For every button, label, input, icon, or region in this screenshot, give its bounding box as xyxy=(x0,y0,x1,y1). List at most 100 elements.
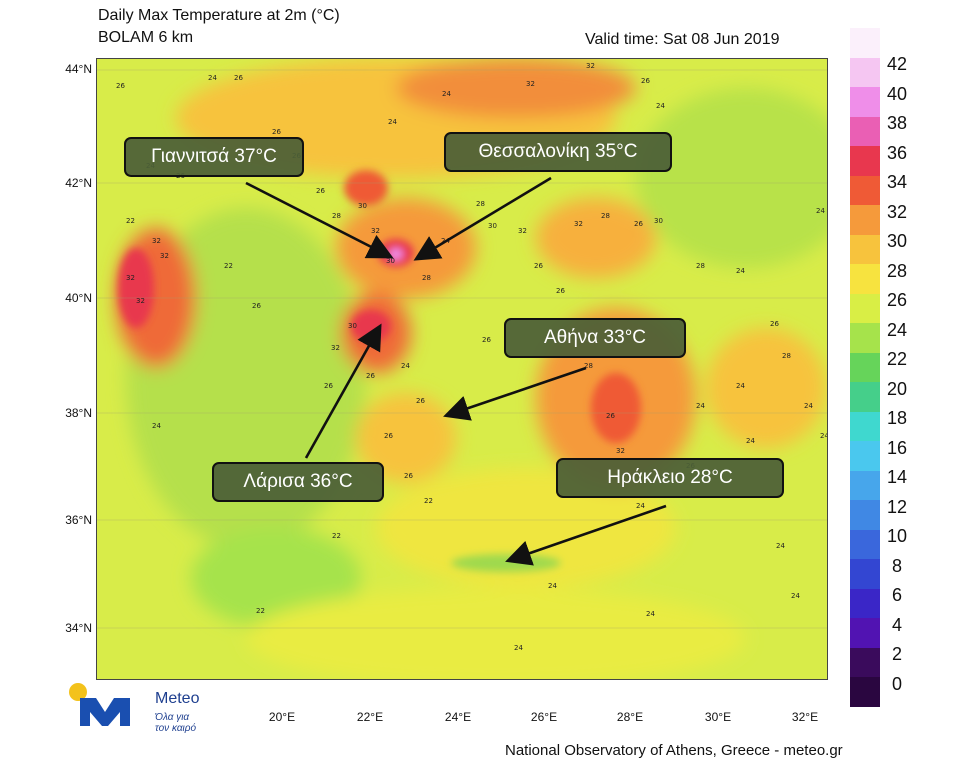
grid-value-label: 22 xyxy=(332,532,341,540)
aegean-south xyxy=(376,468,676,588)
graticule xyxy=(96,69,828,629)
lat-tick: 38°N xyxy=(65,406,92,420)
attribution: National Observatory of Athens, Greece -… xyxy=(505,742,843,759)
skopje-hotspot xyxy=(344,170,388,206)
arrow-athens xyxy=(443,366,587,421)
logo-m xyxy=(80,698,130,726)
colorbar-label: 2 xyxy=(891,644,902,664)
grid-value-label: 24 xyxy=(548,582,557,590)
logo-name: Meteo xyxy=(155,690,200,707)
colorbar-cell xyxy=(850,500,880,530)
grid-value-label: 24 xyxy=(152,422,161,430)
grid-value-label: 32 xyxy=(586,62,595,70)
lon-tick: 28°E xyxy=(616,710,644,724)
grid-value-label: 24 xyxy=(736,267,745,275)
lat-tick: 36°N xyxy=(65,513,92,527)
colorbar-cell xyxy=(850,234,880,264)
colorbar-cell xyxy=(850,441,880,471)
grid-value-label: 32 xyxy=(574,220,583,228)
lon-tick: 30°E xyxy=(704,710,732,724)
grid-value-label: 32 xyxy=(152,237,161,245)
crete xyxy=(451,554,561,572)
grid-value-label: 30 xyxy=(488,222,497,230)
meteo-logo xyxy=(69,683,130,726)
larisa-hotspot xyxy=(351,310,391,342)
lat-tick: 44°N xyxy=(65,62,92,76)
grid-value-label: 26 xyxy=(404,472,413,480)
grid-value-label: 24 xyxy=(820,432,828,440)
colorbar-cell xyxy=(850,588,880,618)
grid-value-label: 22 xyxy=(256,607,265,615)
grid-value-label: 32 xyxy=(526,80,535,88)
logo-tagline: τον καιρό xyxy=(155,723,197,734)
logo-tagline: Όλα για xyxy=(155,712,190,723)
grid-value-label: 28 xyxy=(422,274,431,282)
grid-value-label: 30 xyxy=(348,322,357,330)
grid-value-label: 32 xyxy=(518,227,527,235)
grid-value-label: 24 xyxy=(746,437,755,445)
grid-value-label: 24 xyxy=(816,207,825,215)
colorbar-label: 20 xyxy=(886,378,908,399)
colorbar-label: 30 xyxy=(886,231,908,251)
grid-value-label: 22 xyxy=(424,497,433,505)
grid-value-label: 30 xyxy=(358,202,367,210)
lat-tick: 42°N xyxy=(65,176,92,190)
italy-hotspot xyxy=(118,248,154,328)
colorbar-label: 38 xyxy=(886,113,908,133)
grid-value-label: 24 xyxy=(646,610,655,618)
colorbar-cell xyxy=(850,529,880,559)
colorbar-label: 16 xyxy=(886,437,908,458)
map-title: Daily Max Temperature at 2m (°C) xyxy=(98,7,340,24)
colorbar-label: 32 xyxy=(886,201,908,222)
grid-value-label: 26 xyxy=(634,220,643,228)
colorbar-cell xyxy=(850,411,880,441)
grid-value-label: 22 xyxy=(224,262,233,270)
romania xyxy=(396,58,636,118)
colorbar-cell xyxy=(850,618,880,648)
grid-value-label: 26 xyxy=(234,74,243,82)
thrace xyxy=(536,198,656,278)
grid-value-label: 26 xyxy=(770,320,779,328)
grid-value-label: 24 xyxy=(388,118,397,126)
colorbar-label: 6 xyxy=(891,585,902,605)
lat-tick: 34°N xyxy=(65,621,92,635)
grid-value-label: 24 xyxy=(804,402,813,410)
lon-tick: 26°E xyxy=(530,710,558,724)
grid-value-label: 26 xyxy=(606,412,615,420)
grid-value-label: 24 xyxy=(736,382,745,390)
grid-value-label: 24 xyxy=(208,74,217,82)
colorbar-cell xyxy=(850,57,880,87)
colorbar-label: 22 xyxy=(886,349,908,369)
lon-tick: 32°E xyxy=(791,710,819,724)
colorbar-cell xyxy=(850,677,880,707)
grid-value-label: 30 xyxy=(654,217,663,225)
grid-value-label: 26 xyxy=(384,432,393,440)
grid-value-label: 24 xyxy=(791,592,800,600)
lon-tick: 20°E xyxy=(268,710,296,724)
colorbar-cell xyxy=(850,28,880,58)
pointer-arrows xyxy=(245,176,667,566)
colorbar-label: 4 xyxy=(891,614,902,635)
grid-value-label: 30 xyxy=(386,257,395,265)
grid-value-label: 24 xyxy=(656,102,665,110)
colorbar-label: 34 xyxy=(886,172,908,192)
colorbar-cell xyxy=(850,352,880,382)
grid-value-label: 24 xyxy=(401,362,410,370)
grid-value-label: 28 xyxy=(782,352,791,360)
colorbar-cell xyxy=(850,264,880,294)
colorbar-cell xyxy=(850,647,880,677)
grid-value-label: 28 xyxy=(476,200,485,208)
grid-value-label: 32 xyxy=(126,274,135,282)
colorbar-label: 14 xyxy=(886,467,908,487)
grid-value-label: 28 xyxy=(584,362,593,370)
map-frame xyxy=(96,58,828,680)
grid-value-label: 28 xyxy=(601,212,610,220)
grid-value-label: 28 xyxy=(696,262,705,270)
colorbar-label: 42 xyxy=(886,54,908,74)
callout-giannitsa: Γιαννιτσά 37°C xyxy=(124,137,304,177)
colorbar-cell xyxy=(850,116,880,146)
colorbar-cell xyxy=(850,559,880,589)
grid-value-label: 24 xyxy=(696,402,705,410)
lat-tick: 40°N xyxy=(65,291,92,305)
colorbar-label: 28 xyxy=(886,260,908,281)
